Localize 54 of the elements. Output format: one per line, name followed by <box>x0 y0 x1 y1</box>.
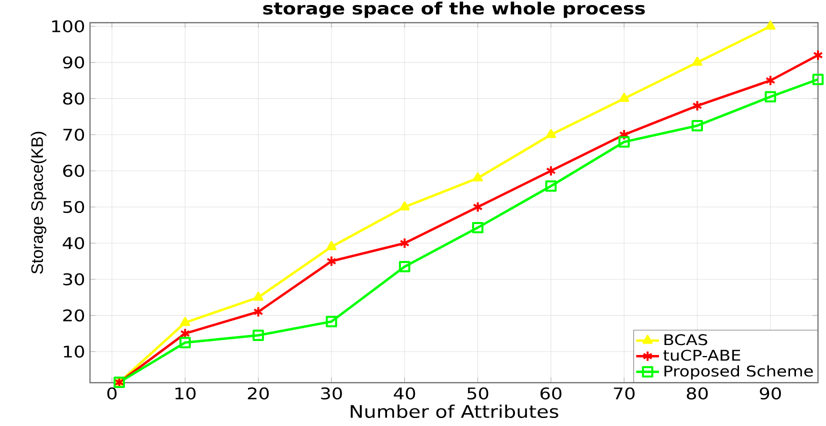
point <box>765 74 776 86</box>
x-tick-label: 50 <box>467 387 488 400</box>
x-tick-label: 60 <box>540 387 562 400</box>
point <box>619 92 630 102</box>
point <box>619 129 630 140</box>
x-tick-label: 80 <box>686 387 708 400</box>
y-tick-label: 80 <box>63 92 84 105</box>
y-tick-label: 70 <box>63 128 84 141</box>
x-tick-label: 70 <box>614 387 635 400</box>
point <box>400 237 410 249</box>
y-tick-label: 40 <box>62 237 84 250</box>
legend-label: BCAS <box>664 334 708 346</box>
x-axis-title: Number of Attributes <box>350 404 558 418</box>
point <box>252 330 264 341</box>
y-tick-label: 30 <box>63 273 84 286</box>
point <box>812 50 824 61</box>
point <box>546 129 556 138</box>
y-tick-label: 10 <box>64 346 84 358</box>
point <box>546 165 556 177</box>
y-tick-label: 60 <box>63 164 84 177</box>
point <box>472 201 483 213</box>
point <box>326 316 338 328</box>
point <box>692 120 703 132</box>
y-tick-label: 100 <box>52 20 84 32</box>
point <box>692 100 702 112</box>
x-tick-label: 0 <box>107 387 117 400</box>
x-tick-label: 10 <box>175 387 196 400</box>
point <box>812 74 824 86</box>
point <box>764 91 776 102</box>
point <box>179 336 191 348</box>
point <box>398 260 410 272</box>
x-tick-label: 90 <box>760 387 781 400</box>
point <box>765 20 776 30</box>
point <box>472 172 483 182</box>
point <box>472 222 484 234</box>
y-tick-label: 20 <box>63 309 84 322</box>
point <box>400 201 410 210</box>
point <box>326 241 336 250</box>
y-tick-label: 50 <box>63 200 84 214</box>
x-tick-label: 20 <box>248 387 269 400</box>
legend-label: Proposed Scheme <box>664 365 813 380</box>
x-tick-label: 30 <box>321 387 342 400</box>
point <box>545 180 557 192</box>
point <box>253 292 264 301</box>
point <box>253 306 264 318</box>
chart-title: storage space of the whole process <box>263 2 645 18</box>
y-tick-label: 90 <box>63 56 84 68</box>
point <box>326 256 336 267</box>
point <box>618 136 630 148</box>
point <box>692 56 702 66</box>
y-axis-title: Storage Space(KB) <box>30 132 46 274</box>
point <box>180 317 190 326</box>
x-tick-label: 40 <box>394 387 416 400</box>
legend-label: tuCP-ABE <box>663 350 740 361</box>
